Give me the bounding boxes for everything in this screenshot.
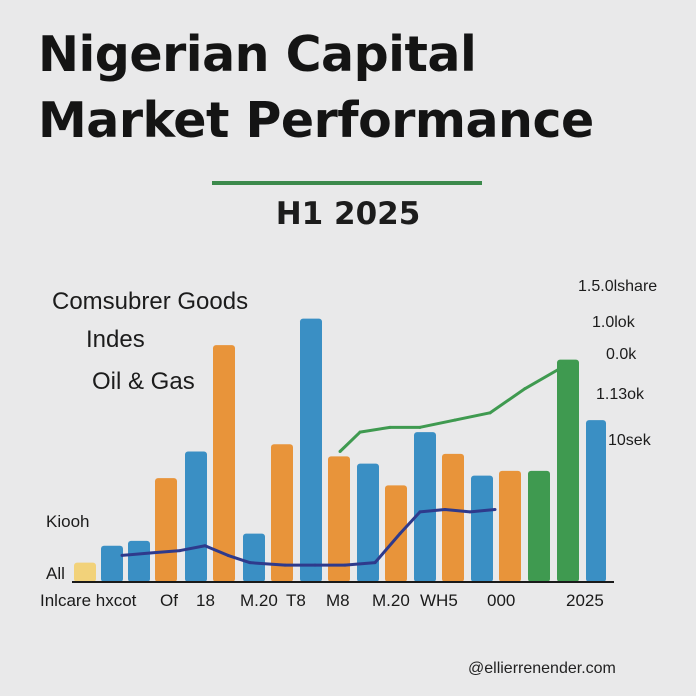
- line-1-point-10: [373, 561, 377, 565]
- title-line-1: Nigerian Capital: [38, 26, 477, 83]
- line-1-point-6: [248, 561, 252, 565]
- x-tick-label-6: M8: [326, 591, 350, 610]
- line-2-point-7: [523, 387, 527, 391]
- x-tick-label-3: 18: [196, 591, 215, 610]
- line-2-point-8: [565, 363, 569, 366]
- bar-2: [101, 545, 123, 582]
- bar-4: [155, 478, 177, 582]
- right-label-2: 1.0lok: [592, 314, 635, 331]
- title-line-2: Market Performance: [38, 92, 594, 149]
- line-2-point-2: [358, 430, 362, 434]
- bar-7: [243, 533, 265, 582]
- side-label-lower: All: [46, 564, 65, 583]
- right-label-1: 1.5.0lshare: [578, 278, 658, 295]
- bar-16: [499, 470, 521, 582]
- line-1-point-2: [148, 551, 152, 555]
- line-2-point-3: [388, 425, 392, 429]
- line-1-point-11: [398, 532, 402, 536]
- legend-oil-gas: Oil & Gas: [92, 368, 195, 395]
- x-tick-label-2: Of: [160, 591, 178, 610]
- line-1-point-14: [468, 510, 472, 514]
- bar-15: [471, 475, 493, 582]
- lines-group: [120, 363, 569, 567]
- bar-11: [357, 463, 379, 582]
- x-tick-label-4: M.20: [240, 591, 278, 610]
- x-tick-label-1: Inlcare hxcot: [40, 591, 137, 610]
- line-2-point-6: [488, 411, 492, 415]
- x-tick-label-10: 2025: [566, 591, 604, 610]
- line-1-point-15: [493, 508, 497, 511]
- legend-indes: Indes: [86, 326, 145, 353]
- bar-6: [213, 345, 235, 582]
- watermark: @ellierrenender.com: [468, 660, 616, 677]
- bar-9: [300, 318, 322, 582]
- bar-14: [442, 453, 464, 582]
- bar-12: [385, 485, 407, 582]
- x-tick-label-9: 000: [487, 591, 515, 610]
- right-label-5: 10sek: [608, 432, 651, 449]
- x-tick-label-5: T8: [286, 591, 306, 610]
- bar-5: [185, 451, 207, 582]
- line-1-point-12: [418, 510, 422, 514]
- legend-consumer-goods: Comsubrer Goods: [52, 288, 249, 315]
- bar-18: [557, 359, 579, 582]
- line-1-point-5: [226, 553, 230, 557]
- line-1-point-7: [283, 563, 287, 567]
- line-1-point-8: [313, 563, 317, 567]
- bar-13: [414, 432, 436, 582]
- x-tick-labels: Inlcare hxcot Of 18 M.20 T8 M8 M.20 WH5 000 2025: [40, 591, 604, 610]
- line-2-point-5: [453, 418, 457, 422]
- bar-8: [271, 444, 293, 582]
- x-tick-label-7: M.20: [372, 591, 410, 610]
- chart-subtitle: H1 2025: [275, 196, 421, 232]
- side-label-upper: Kiooh: [46, 512, 90, 531]
- line-1-point-3: [178, 549, 182, 553]
- bar-10: [328, 456, 350, 582]
- line-1-point-9: [343, 563, 347, 567]
- line-1-point-1: [120, 553, 124, 557]
- line-1-point-13: [443, 508, 447, 511]
- bar-3: [128, 540, 150, 582]
- title-divider: [212, 181, 482, 185]
- line-series-2: [338, 363, 568, 453]
- bar-19: [586, 420, 606, 582]
- x-tick-label-8: WH5: [420, 591, 458, 610]
- line-2-point-4: [418, 425, 422, 429]
- bar-1: [74, 562, 96, 582]
- line-1-point-4: [203, 544, 207, 548]
- chart-title: Nigerian Capital Market Performance: [38, 22, 688, 154]
- right-label-3: 0.0k: [606, 346, 637, 363]
- right-label-4: 1.13ok: [596, 386, 645, 403]
- line-2-point-1: [338, 450, 342, 453]
- bar-17: [528, 470, 550, 582]
